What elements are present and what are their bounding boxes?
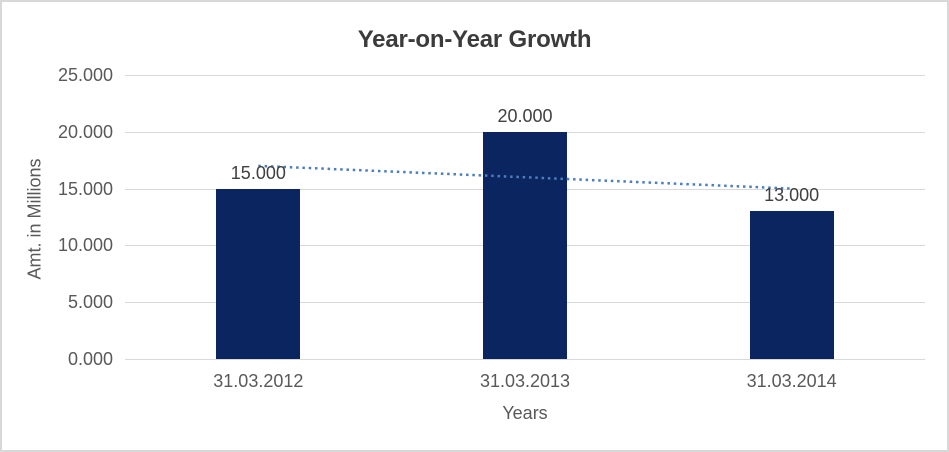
x-axis-category-label: 31.03.2013 xyxy=(479,371,571,391)
y-axis-tick-label: 10.000 xyxy=(57,235,113,256)
bar xyxy=(749,211,834,359)
y-axis-tick-label: 5.000 xyxy=(67,292,113,313)
gridline xyxy=(125,75,925,76)
bar-value-label: 20.000 xyxy=(497,105,553,126)
trendline-path xyxy=(258,164,792,190)
y-axis-tick-label: 20.000 xyxy=(57,121,113,142)
x-axis-title: Years xyxy=(502,403,548,423)
y-axis-tick-label: 0.000 xyxy=(67,349,113,369)
y-axis-tick-label: 15.000 xyxy=(57,178,113,199)
plot-area: 0.000 5.000 10.000 15.000 20.000 25.000 15.00… xyxy=(58,65,925,391)
trendline xyxy=(258,164,792,190)
chart-title: Year-on-Year Growth xyxy=(357,26,592,53)
gridline xyxy=(125,359,925,360)
y-axis-tick-label: 25.000 xyxy=(57,65,113,85)
bar xyxy=(483,131,567,359)
x-axis-category-label: 31.03.2012 xyxy=(213,371,304,391)
bar-value-label: 15.000 xyxy=(230,162,286,183)
y-axis-title: Amt. in Millions xyxy=(24,158,45,280)
x-axis-category-label: 31.03.2014 xyxy=(746,371,837,391)
bar-value-label: 13.000 xyxy=(764,185,820,206)
bar xyxy=(216,188,301,359)
